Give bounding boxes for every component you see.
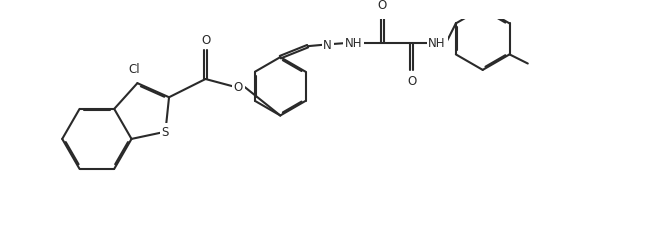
Text: N: N (323, 39, 332, 52)
Text: S: S (162, 126, 169, 139)
Text: NH: NH (344, 37, 362, 50)
Text: O: O (407, 75, 416, 88)
Text: O: O (234, 80, 243, 93)
Text: Cl: Cl (129, 63, 140, 76)
Text: NH: NH (428, 37, 446, 50)
Text: O: O (201, 34, 210, 47)
Text: O: O (378, 0, 387, 12)
